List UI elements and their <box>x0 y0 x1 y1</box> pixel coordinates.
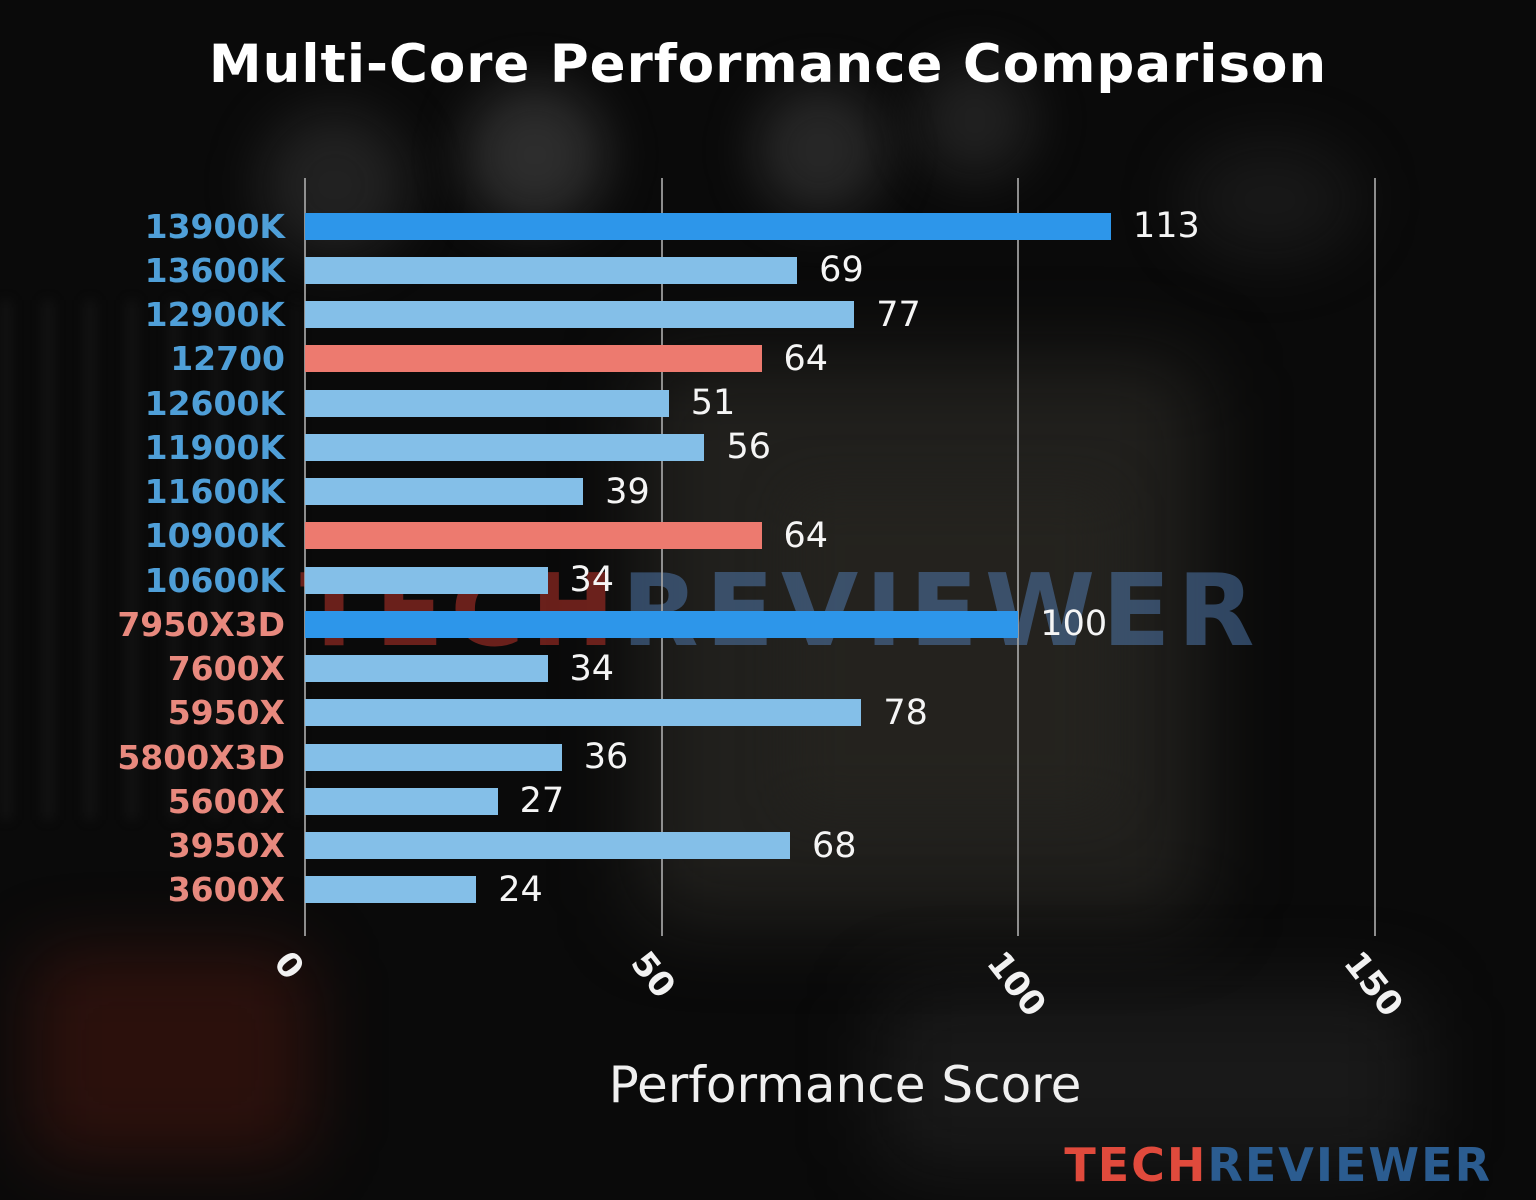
value-label: 24 <box>498 869 543 910</box>
bar-row: 5800X3D 36 <box>0 735 1536 779</box>
value-label: 77 <box>876 294 921 335</box>
bar <box>305 389 669 417</box>
category-label: 7950X3D <box>117 604 285 644</box>
bar <box>305 433 705 461</box>
value-label: 51 <box>690 383 736 424</box>
bar <box>305 655 548 683</box>
category-label: 5600X <box>167 781 285 821</box>
bar-row: 11900K 56 <box>0 425 1536 469</box>
category-label: 5950X <box>167 693 285 733</box>
logo-reviewer: REVIEWER <box>1207 1138 1492 1192</box>
logo-tech: TECH <box>1064 1138 1208 1192</box>
category-label: 3950X <box>167 826 285 866</box>
gridline <box>1373 178 1376 936</box>
category-label: 12700 <box>170 339 285 379</box>
value-label: 27 <box>519 781 565 822</box>
bar-row: 3600X 24 <box>0 868 1536 912</box>
value-label: 64 <box>783 338 829 379</box>
bar <box>305 345 762 373</box>
bar-row: 3950X 68 <box>0 824 1536 868</box>
category-label: 12900K <box>144 295 285 335</box>
value-label: 78 <box>883 692 928 733</box>
bar-row: 12700 64 <box>0 337 1536 381</box>
category-label: 13600K <box>144 250 285 290</box>
chart-title: Multi-Core Performance Comparison <box>208 34 1328 95</box>
value-label: 64 <box>783 515 829 556</box>
category-label: 10900K <box>144 516 285 556</box>
bar <box>305 876 477 904</box>
category-label: 3600X <box>167 870 285 910</box>
gridline <box>304 178 306 936</box>
value-label: 56 <box>726 427 771 468</box>
bar <box>305 787 498 815</box>
category-label: 13900K <box>144 206 285 246</box>
value-label: 36 <box>583 737 629 778</box>
bar-row: 10600K 34 <box>0 558 1536 602</box>
bar <box>305 566 548 594</box>
category-label: 7600X <box>167 649 285 689</box>
bar <box>305 743 562 771</box>
bar <box>305 301 855 329</box>
x-tick-label: 0 <box>265 944 312 988</box>
bar <box>305 699 862 727</box>
bar <box>305 478 584 506</box>
category-label: 12600K <box>144 383 285 423</box>
bar-row: 13600K 69 <box>0 248 1536 292</box>
bar-row: 7950X3D 100 <box>0 602 1536 646</box>
bar <box>305 522 762 550</box>
techreviewer-logo: TECHREVIEWER <box>1064 1138 1492 1192</box>
bar <box>305 610 1019 638</box>
bar-row: 10900K 64 <box>0 514 1536 558</box>
bar-row: 7600X 34 <box>0 647 1536 691</box>
bar-row: 5600X 27 <box>0 779 1536 823</box>
bar-row: 12900K 77 <box>0 293 1536 337</box>
value-label: 34 <box>569 560 615 601</box>
bar-row: 13900K 113 <box>0 204 1536 248</box>
value-label: 39 <box>605 471 650 512</box>
bar-row: 11600K 39 <box>0 470 1536 514</box>
value-label: 69 <box>819 250 864 291</box>
value-label: 113 <box>1133 206 1200 247</box>
x-tick-label: 50 <box>622 944 683 1006</box>
category-label: 11900K <box>144 427 285 467</box>
bar <box>305 256 798 284</box>
category-label: 11600K <box>144 472 285 512</box>
x-tick-label: 150 <box>1335 944 1411 1025</box>
gridline <box>660 178 663 936</box>
value-label: 68 <box>812 825 857 866</box>
bar-row: 5950X 78 <box>0 691 1536 735</box>
bar <box>305 832 791 860</box>
x-tick-label: 100 <box>978 944 1054 1025</box>
bar <box>305 212 1112 240</box>
bar-row: 12600K 51 <box>0 381 1536 425</box>
category-label: 10600K <box>144 560 285 600</box>
bar-rows: 13900K 113 13600K 69 12900K 77 12700 64 12600K 51… <box>0 204 1536 912</box>
value-label: 100 <box>1040 604 1108 645</box>
category-label: 5800X3D <box>117 737 285 777</box>
value-label: 34 <box>569 648 615 689</box>
x-axis-label: Performance Score <box>608 1056 1082 1114</box>
